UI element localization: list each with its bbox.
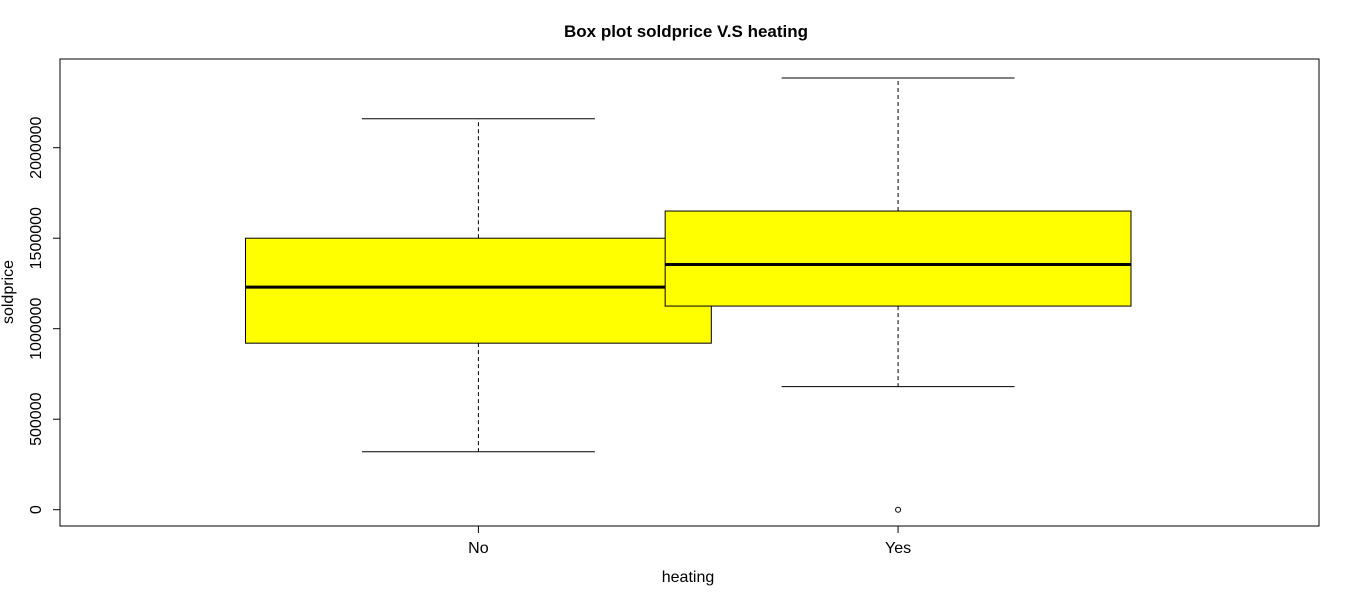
chart-title: Box plot soldprice V.S heating xyxy=(564,22,808,41)
x-tick-label: No xyxy=(468,540,489,557)
y-tick-label: 0 xyxy=(28,505,45,514)
y-tick-label: 1500000 xyxy=(28,207,45,269)
y-tick-label: 2000000 xyxy=(28,116,45,178)
outlier-point xyxy=(895,506,902,513)
x-axis: No Yes xyxy=(468,525,911,557)
y-tick-label: 500000 xyxy=(28,392,45,445)
iqr-box xyxy=(664,210,1132,307)
y-axis: 0 500000 1000000 1500000 2000000 xyxy=(28,116,61,514)
iqr-box xyxy=(244,237,712,344)
box-no xyxy=(244,118,712,453)
boxes-group xyxy=(244,77,1132,513)
x-tick-label: Yes xyxy=(885,540,911,557)
y-tick-label: 1000000 xyxy=(28,297,45,359)
y-axis-label: soldprice xyxy=(0,260,17,324)
x-axis-label: heating xyxy=(662,569,715,586)
box-yes xyxy=(664,77,1132,513)
